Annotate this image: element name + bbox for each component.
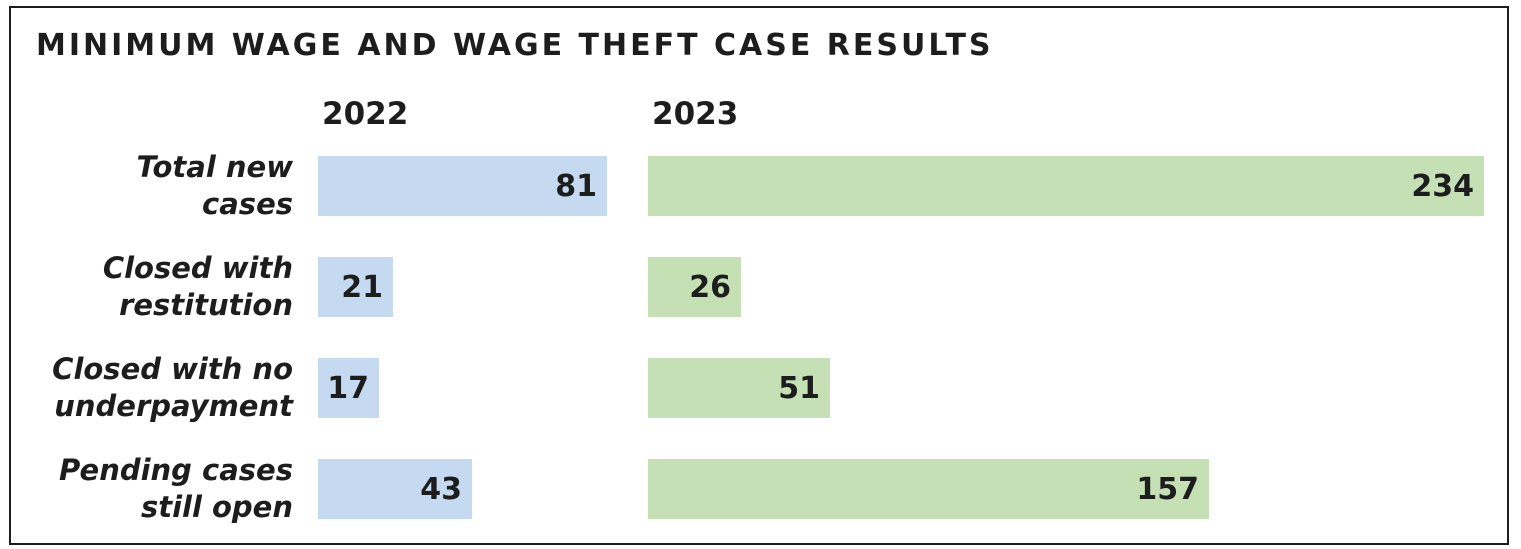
category-label-line: Closed with no [52,352,293,386]
series-header-2023: 2023 [652,96,739,132]
category-label-line: Total new [136,150,293,184]
category-label-line: underpayment [54,389,293,423]
bar-2023-2: 51 [648,358,830,418]
bar-2022-0: 81 [318,156,607,216]
bar-value-label: 43 [420,471,462,507]
bar-2022-3: 43 [318,459,472,519]
category-label-line: Closed with [102,251,293,285]
bar-2023-0: 234 [648,156,1484,216]
bar-value-label: 234 [1411,168,1474,204]
bar-value-label: 26 [689,269,731,305]
bar-2022-2: 17 [318,358,379,418]
bar-2023-3: 157 [648,459,1209,519]
bar-value-label: 81 [555,168,597,204]
bar-value-label: 21 [341,269,383,305]
series-header-2022: 2022 [322,96,409,132]
category-label: Closed with restitution [13,250,293,324]
chart-frame [9,6,1509,545]
category-label: Closed with no underpayment [13,351,293,425]
bar-2022-1: 21 [318,257,393,317]
category-label-line: restitution [119,288,293,322]
bar-value-label: 157 [1136,471,1199,507]
bar-value-label: 51 [778,370,820,406]
bar-value-label: 17 [327,370,369,406]
category-label-line: still open [140,490,293,524]
chart-title: MINIMUM WAGE AND WAGE THEFT CASE RESULTS [36,28,994,63]
bar-2023-1: 26 [648,257,741,317]
category-label-line: Pending cases [59,453,293,487]
category-label-line: cases [202,187,293,221]
category-label: Total new cases [13,149,293,223]
category-label: Pending cases still open [13,452,293,526]
